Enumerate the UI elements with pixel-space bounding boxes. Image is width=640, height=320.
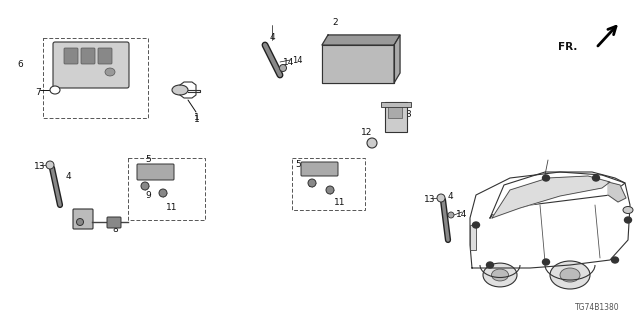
Polygon shape xyxy=(322,45,394,83)
Ellipse shape xyxy=(105,68,115,76)
Polygon shape xyxy=(322,35,400,45)
Text: 4: 4 xyxy=(269,33,275,42)
Ellipse shape xyxy=(141,182,149,190)
FancyBboxPatch shape xyxy=(107,217,121,228)
Text: 13: 13 xyxy=(424,195,436,204)
Text: 14: 14 xyxy=(456,210,468,219)
Ellipse shape xyxy=(280,65,287,71)
Ellipse shape xyxy=(625,217,632,223)
Text: 14: 14 xyxy=(292,55,303,65)
Text: 11: 11 xyxy=(166,203,178,212)
Text: 9: 9 xyxy=(307,180,313,189)
Ellipse shape xyxy=(50,86,60,94)
Ellipse shape xyxy=(543,175,550,181)
Text: 6: 6 xyxy=(17,60,23,69)
Ellipse shape xyxy=(543,259,550,265)
Ellipse shape xyxy=(172,85,188,95)
Polygon shape xyxy=(490,172,625,218)
Ellipse shape xyxy=(308,179,316,187)
Text: 12: 12 xyxy=(362,128,372,137)
Ellipse shape xyxy=(77,219,83,226)
Ellipse shape xyxy=(611,257,618,263)
FancyBboxPatch shape xyxy=(64,48,78,64)
Text: 8: 8 xyxy=(112,225,118,234)
Text: FR.: FR. xyxy=(558,42,578,52)
FancyBboxPatch shape xyxy=(98,48,112,64)
Ellipse shape xyxy=(448,212,454,218)
Text: 1: 1 xyxy=(194,115,200,124)
Polygon shape xyxy=(394,35,400,83)
Polygon shape xyxy=(608,182,626,202)
Ellipse shape xyxy=(472,222,479,228)
FancyBboxPatch shape xyxy=(301,162,338,176)
Bar xyxy=(292,158,365,210)
Polygon shape xyxy=(470,172,630,268)
Text: 14: 14 xyxy=(284,58,294,67)
Ellipse shape xyxy=(437,194,445,202)
Text: 11: 11 xyxy=(334,198,346,207)
Ellipse shape xyxy=(326,186,334,194)
Ellipse shape xyxy=(623,206,633,213)
Ellipse shape xyxy=(486,262,493,268)
Text: 4: 4 xyxy=(447,192,453,201)
FancyBboxPatch shape xyxy=(385,102,407,132)
Text: 4: 4 xyxy=(65,172,71,181)
Text: 5: 5 xyxy=(145,155,151,164)
Ellipse shape xyxy=(367,138,377,148)
Ellipse shape xyxy=(492,269,509,281)
Bar xyxy=(128,158,205,220)
Text: 1: 1 xyxy=(194,113,200,122)
Text: 7: 7 xyxy=(35,88,41,97)
Text: 9: 9 xyxy=(145,191,151,200)
FancyBboxPatch shape xyxy=(73,209,93,229)
FancyBboxPatch shape xyxy=(53,42,129,88)
Bar xyxy=(43,38,148,118)
Text: 10: 10 xyxy=(76,222,88,231)
Ellipse shape xyxy=(550,261,590,289)
Ellipse shape xyxy=(593,175,600,181)
Bar xyxy=(470,225,476,250)
FancyBboxPatch shape xyxy=(137,164,174,180)
Text: 3: 3 xyxy=(405,110,411,119)
Text: TG74B1380: TG74B1380 xyxy=(575,303,620,312)
Text: 13: 13 xyxy=(35,162,45,171)
Text: 2: 2 xyxy=(332,18,338,27)
Bar xyxy=(381,102,411,107)
Ellipse shape xyxy=(46,161,54,169)
Ellipse shape xyxy=(483,263,517,287)
Ellipse shape xyxy=(560,268,580,282)
FancyBboxPatch shape xyxy=(388,106,402,118)
FancyBboxPatch shape xyxy=(81,48,95,64)
Polygon shape xyxy=(492,176,610,218)
Text: 5: 5 xyxy=(295,160,301,169)
Ellipse shape xyxy=(159,189,167,197)
